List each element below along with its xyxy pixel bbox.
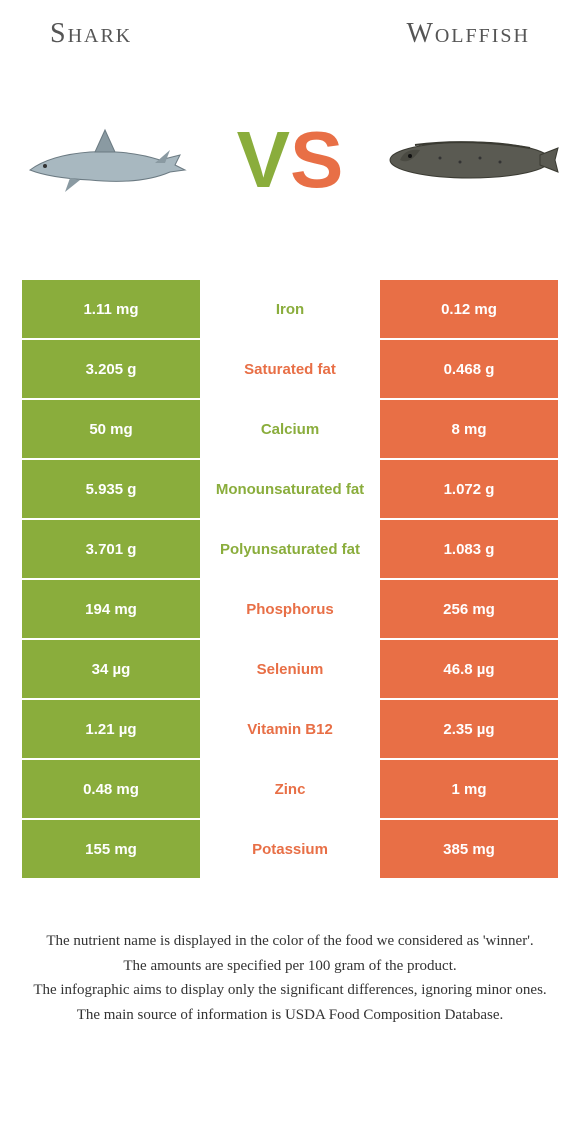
- value-left: 50 mg: [22, 400, 200, 458]
- vs-s: S: [290, 115, 343, 204]
- nutrition-row: 3.701 gPolyunsaturated fat1.083 g: [22, 520, 558, 580]
- wolffish-image: [380, 100, 560, 220]
- nutrient-name: Potassium: [200, 820, 380, 878]
- value-left: 194 mg: [22, 580, 200, 638]
- nutrient-name: Monounsaturated fat: [200, 460, 380, 518]
- value-right: 256 mg: [380, 580, 558, 638]
- vs-v: V: [237, 115, 290, 204]
- value-right: 1 mg: [380, 760, 558, 818]
- value-left: 155 mg: [22, 820, 200, 878]
- nutrition-row: 5.935 gMonounsaturated fat1.072 g: [22, 460, 558, 520]
- value-left: 34 µg: [22, 640, 200, 698]
- value-right: 0.468 g: [380, 340, 558, 398]
- nutrient-name: Saturated fat: [200, 340, 380, 398]
- value-right: 1.083 g: [380, 520, 558, 578]
- value-right: 46.8 µg: [380, 640, 558, 698]
- footnotes: The nutrient name is displayed in the co…: [0, 880, 580, 1048]
- nutrition-row: 3.205 gSaturated fat0.468 g: [22, 340, 558, 400]
- value-left: 3.205 g: [22, 340, 200, 398]
- nutrient-name: Phosphorus: [200, 580, 380, 638]
- shark-image: [20, 100, 200, 220]
- nutrition-row: 194 mgPhosphorus256 mg: [22, 580, 558, 640]
- nutrition-row: 1.21 µgVitamin B122.35 µg: [22, 700, 558, 760]
- images-row: VS: [0, 60, 580, 280]
- nutrition-row: 0.48 mgZinc1 mg: [22, 760, 558, 820]
- nutrition-table: 1.11 mgIron0.12 mg3.205 gSaturated fat0.…: [22, 280, 558, 880]
- comparison-header: Shark Wolffish: [0, 0, 580, 60]
- value-right: 2.35 µg: [380, 700, 558, 758]
- value-left: 0.48 mg: [22, 760, 200, 818]
- value-right: 1.072 g: [380, 460, 558, 518]
- nutrient-name: Zinc: [200, 760, 380, 818]
- nutrient-name: Iron: [200, 280, 380, 338]
- nutrient-name: Calcium: [200, 400, 380, 458]
- footnote-line: The infographic aims to display only the…: [30, 979, 550, 1002]
- footnote-line: The nutrient name is displayed in the co…: [30, 930, 550, 953]
- food-right-title: Wolffish: [406, 18, 530, 50]
- nutrition-row: 155 mgPotassium385 mg: [22, 820, 558, 880]
- nutrient-name: Selenium: [200, 640, 380, 698]
- footnote-line: The amounts are specified per 100 gram o…: [30, 955, 550, 978]
- value-left: 1.11 mg: [22, 280, 200, 338]
- value-left: 5.935 g: [22, 460, 200, 518]
- value-right: 385 mg: [380, 820, 558, 878]
- nutrition-row: 1.11 mgIron0.12 mg: [22, 280, 558, 340]
- vs-label: VS: [237, 120, 344, 200]
- footnote-line: The main source of information is USDA F…: [30, 1004, 550, 1027]
- nutrition-row: 50 mgCalcium8 mg: [22, 400, 558, 460]
- nutrient-name: Polyunsaturated fat: [200, 520, 380, 578]
- food-left-title: Shark: [50, 18, 132, 50]
- value-left: 1.21 µg: [22, 700, 200, 758]
- nutrient-name: Vitamin B12: [200, 700, 380, 758]
- value-left: 3.701 g: [22, 520, 200, 578]
- value-right: 8 mg: [380, 400, 558, 458]
- value-right: 0.12 mg: [380, 280, 558, 338]
- nutrition-row: 34 µgSelenium46.8 µg: [22, 640, 558, 700]
